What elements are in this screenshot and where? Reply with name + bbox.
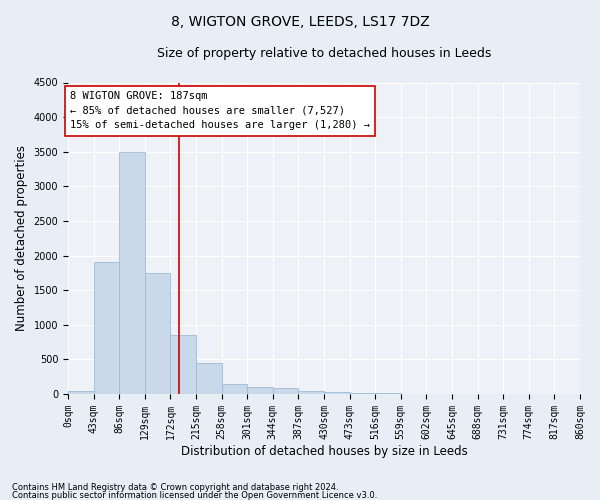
Title: Size of property relative to detached houses in Leeds: Size of property relative to detached ho…	[157, 48, 491, 60]
Y-axis label: Number of detached properties: Number of detached properties	[15, 145, 28, 331]
Bar	[68, 390, 94, 394]
Bar	[298, 390, 324, 394]
Bar	[196, 363, 221, 394]
Bar	[324, 392, 350, 394]
Text: Contains HM Land Registry data © Crown copyright and database right 2024.: Contains HM Land Registry data © Crown c…	[12, 484, 338, 492]
Bar	[221, 384, 247, 394]
Bar	[119, 152, 145, 394]
X-axis label: Distribution of detached houses by size in Leeds: Distribution of detached houses by size …	[181, 444, 467, 458]
Bar	[247, 387, 273, 394]
Bar	[145, 273, 170, 394]
Text: 8, WIGTON GROVE, LEEDS, LS17 7DZ: 8, WIGTON GROVE, LEEDS, LS17 7DZ	[170, 15, 430, 29]
Text: Contains public sector information licensed under the Open Government Licence v3: Contains public sector information licen…	[12, 491, 377, 500]
Bar	[94, 262, 119, 394]
Text: 8 WIGTON GROVE: 187sqm
← 85% of detached houses are smaller (7,527)
15% of semi-: 8 WIGTON GROVE: 187sqm ← 85% of detached…	[70, 91, 370, 130]
Bar	[170, 335, 196, 394]
Bar	[273, 388, 298, 394]
Bar	[350, 393, 375, 394]
